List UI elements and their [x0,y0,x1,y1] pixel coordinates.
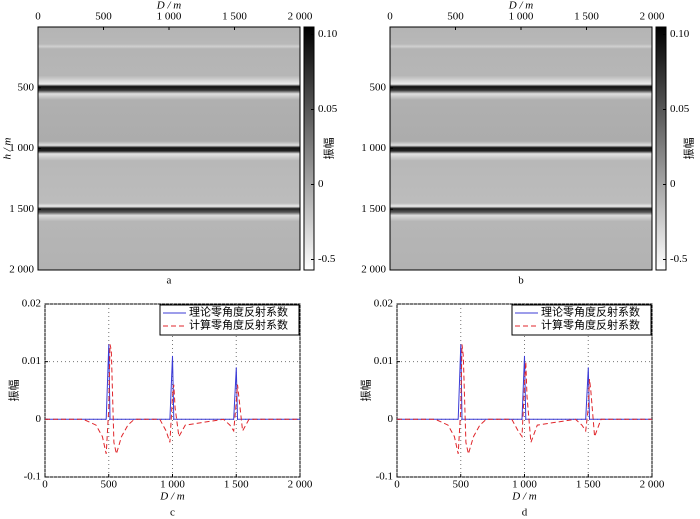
x-tick-label: 500 [95,11,112,23]
series-line [45,344,300,455]
y-tick-label: 1 000 [9,142,34,154]
x-tick-label: 500 [101,479,118,491]
x-tick-label: 2 000 [640,479,665,491]
x-axis-label: D / m [511,491,537,503]
legend-box [511,304,652,336]
colorbar-tick-label: 0.10 [318,28,338,40]
x-tick-label: 1 000 [509,11,534,23]
colorbar-tick-label: -0.5 [318,253,336,265]
x-tick-label: 0 [387,11,393,23]
x-tick-label: 2 000 [640,11,665,23]
colorbar-tick-label: 0.10 [670,28,690,40]
y-tick-label: -0.1 [24,471,41,483]
x-tick-label: 2 000 [288,11,313,23]
colorbar-tick-label: 0.05 [318,103,338,115]
x-tick-label: 1 500 [224,479,249,491]
x-tick-label: 1 000 [160,479,185,491]
x-tick-label: 0 [394,479,400,491]
panel-caption: a [167,275,172,287]
y-tick-label: 0.01 [374,355,393,367]
y-tick-label: 1 500 [361,203,386,215]
y-tick-label: 500 [18,81,35,93]
colorbar [303,26,315,271]
x-axis-label: D / m [508,0,534,12]
y-tick-label: 0.02 [22,298,41,310]
panel-caption: c [170,507,175,519]
y-tick-label: 0.02 [374,298,393,310]
y-tick-label: 0.01 [22,355,41,367]
x-tick-label: 500 [453,479,470,491]
panel-caption: d [522,507,528,519]
legend-label: 计算零角度反射系数 [541,318,640,332]
seismic-image [390,27,652,270]
x-axis-label: D / m [159,491,185,503]
x-tick-label: 500 [447,11,464,23]
legend-label: 计算零角度反射系数 [189,318,288,332]
colorbar-tick-label: 0.05 [670,103,690,115]
x-tick-label: 1 500 [574,11,599,23]
colorbar-label: 振幅 [682,138,696,160]
y-tick-label: 1 000 [361,142,386,154]
colorbar-tick-label: 0 [318,178,324,190]
legend-label: 理论零角度反射系数 [541,305,640,319]
series-line [397,344,652,455]
y-tick-label: 2 000 [361,264,386,276]
y-axis-label: 振幅 [359,380,373,402]
y-tick-label: -0.1 [376,471,393,483]
x-tick-label: 1 000 [157,11,182,23]
x-tick-label: 0 [42,479,48,491]
y-tick-label: 1 500 [9,203,34,215]
colorbar [655,26,667,271]
colorbar-tick-label: 0 [670,178,676,190]
x-tick-label: 1 000 [512,479,537,491]
x-tick-label: 1 500 [576,479,601,491]
x-tick-label: 1 500 [222,11,247,23]
legend-box [159,304,300,336]
x-tick-label: 0 [35,11,41,23]
x-axis-label: D / m [156,0,182,12]
panel-caption: b [518,275,524,287]
y-axis-label: 振幅 [7,380,21,402]
legend-label: 理论零角度反射系数 [189,305,288,319]
x-tick-label: 2 000 [288,479,313,491]
y-tick-label: 0 [36,413,42,425]
series-line [397,344,652,420]
colorbar-tick-label: -0.5 [670,253,688,265]
y-tick-label: 0 [388,413,394,425]
y-tick-label: 500 [370,81,387,93]
series-line [45,344,300,420]
seismic-image [38,27,300,270]
colorbar-label: 振幅 [322,138,336,160]
y-tick-label: 2 000 [9,264,34,276]
y-axis-label: h / m [2,137,14,159]
